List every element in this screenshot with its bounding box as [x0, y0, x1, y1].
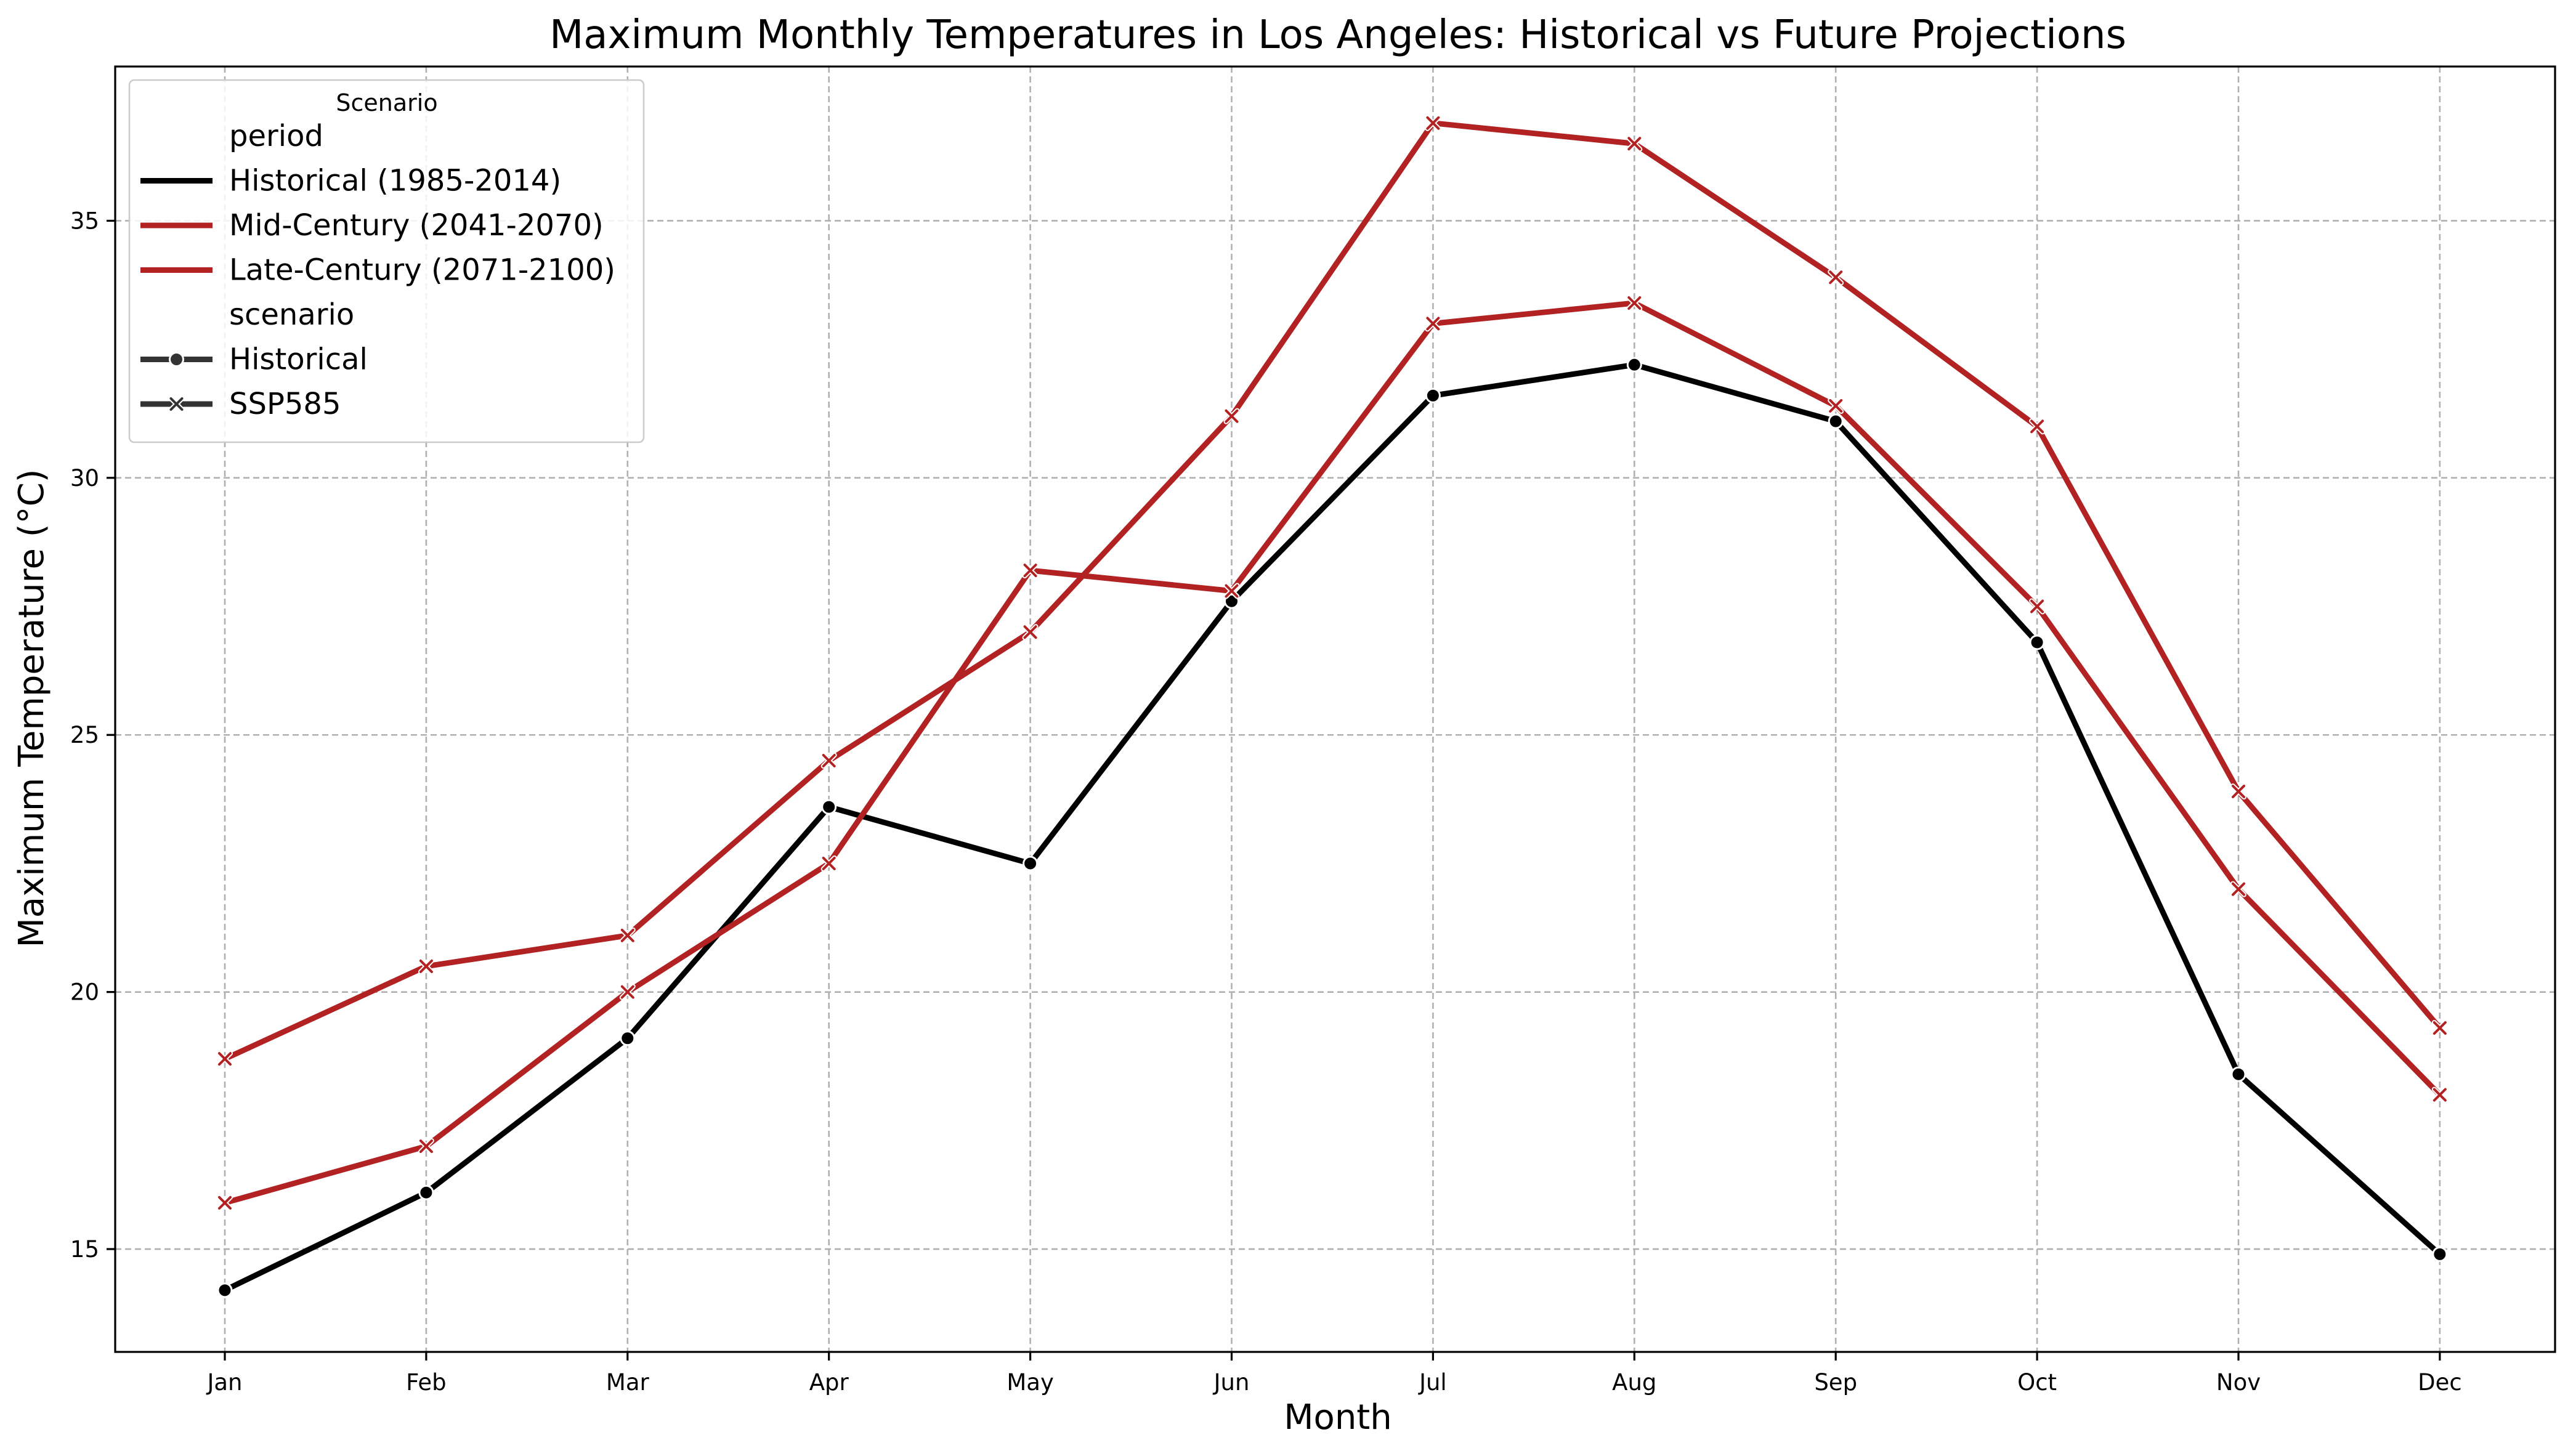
data-point-circle — [821, 799, 837, 815]
data-point-circle — [1023, 855, 1039, 872]
y-tick-label: 20 — [70, 979, 99, 1006]
x-tick-label: May — [1007, 1369, 1054, 1396]
data-point-x — [2432, 1021, 2447, 1035]
data-point-x — [1023, 625, 1037, 639]
data-point-x — [2232, 882, 2245, 896]
x-tick-label: Apr — [809, 1369, 849, 1396]
series-layer — [217, 115, 2448, 1298]
data-point-x — [1829, 270, 1843, 285]
y-axis: 15 20 25 30 35 — [70, 208, 115, 1263]
series-line — [222, 120, 2443, 1062]
data-point-circle — [2230, 1066, 2246, 1082]
data-point-circle — [1828, 413, 1844, 429]
data-point-x — [1225, 409, 1239, 423]
legend-label: SSP585 — [229, 387, 341, 421]
data-point-x — [822, 753, 836, 767]
data-point-x — [169, 397, 184, 411]
y-tick-label: 25 — [70, 722, 99, 748]
data-point-x — [2030, 599, 2044, 613]
legend-entry: Mid-Century (2041-2070) — [140, 208, 604, 243]
legend-label: Historical (1985-2014) — [229, 164, 561, 198]
data-point-circle — [1425, 387, 1441, 403]
data-point-circle — [169, 352, 184, 367]
legend-entry: scenario — [229, 297, 354, 332]
series — [217, 115, 2448, 1067]
x-axis: Jan Feb Mar Apr May Jun Jul Aug Sep Oct Nov Dec — [206, 1352, 2462, 1396]
data-point-x — [1426, 116, 1440, 130]
data-point-x — [218, 1052, 232, 1066]
data-point-circle — [1224, 593, 1239, 609]
data-point-circle — [1626, 357, 1642, 373]
x-tick-label: Jun — [1213, 1369, 1250, 1396]
x-tick-label: Dec — [2418, 1369, 2462, 1396]
series-line — [222, 362, 2443, 1293]
legend-label: scenario — [229, 297, 354, 332]
x-tick-label: Jul — [1418, 1369, 1447, 1396]
grid — [115, 67, 2555, 1352]
data-point-x — [218, 1195, 232, 1210]
legend: Scenario period Historical (1985-2014) Mid… — [128, 79, 645, 443]
y-tick-label: 15 — [70, 1236, 99, 1263]
x-tick-label: Feb — [406, 1369, 447, 1396]
data-point-x — [620, 985, 634, 999]
data-point-x — [620, 928, 634, 942]
data-point-x — [1426, 317, 1440, 331]
data-point-circle — [2432, 1246, 2448, 1262]
legend-label: Historical — [229, 342, 368, 377]
legend-label: Mid-Century (2041-2070) — [229, 208, 604, 243]
legend-entry: Historical — [140, 342, 368, 377]
legend-entries: period Historical (1985-2014) Mid-Century … — [140, 119, 615, 421]
data-point-x — [2232, 785, 2245, 799]
series — [217, 357, 2448, 1298]
data-point-x — [1829, 398, 1843, 413]
legend-entry: period — [229, 119, 323, 153]
data-point-x — [419, 1139, 433, 1154]
data-point-circle — [217, 1282, 233, 1298]
x-axis-title: Month — [1284, 1397, 1392, 1438]
data-point-circle — [2029, 634, 2045, 650]
x-tick-label: Nov — [2216, 1369, 2261, 1396]
data-point-x — [1225, 584, 1239, 598]
data-point-x — [822, 856, 836, 870]
data-point-x — [419, 959, 433, 973]
series-line — [222, 300, 2443, 1206]
data-point-x — [1627, 137, 1642, 151]
x-tick-label: Jan — [206, 1369, 242, 1396]
data-point-x — [1023, 564, 1037, 578]
data-point-x — [2030, 419, 2044, 434]
y-tick-label: 35 — [70, 208, 99, 234]
x-tick-label: Aug — [1612, 1369, 1656, 1396]
plot-area — [114, 65, 2556, 1353]
x-tick-label: Mar — [606, 1369, 650, 1396]
data-point-x — [2432, 1088, 2447, 1102]
data-point-x — [1627, 296, 1642, 310]
legend-title: Scenario — [336, 89, 437, 116]
x-tick-label: Oct — [2017, 1369, 2057, 1396]
legend-entry: Historical (1985-2014) — [140, 164, 561, 198]
legend-label: period — [229, 119, 323, 153]
legend-entry: Late-Century (2071-2100) — [140, 253, 615, 288]
data-point-circle — [418, 1184, 434, 1200]
legend-label: Late-Century (2071-2100) — [229, 253, 615, 288]
y-tick-label: 30 — [70, 465, 99, 491]
y-axis-title: Maximum Temperature (°C) — [12, 469, 52, 947]
x-tick-label: Sep — [1814, 1369, 1857, 1396]
legend-box — [128, 79, 645, 443]
chart-title: Maximum Monthly Temperatures in Los Ange… — [549, 12, 2126, 58]
legend-entry: SSP585 — [140, 387, 341, 421]
data-point-circle — [620, 1030, 636, 1046]
series — [217, 295, 2448, 1211]
